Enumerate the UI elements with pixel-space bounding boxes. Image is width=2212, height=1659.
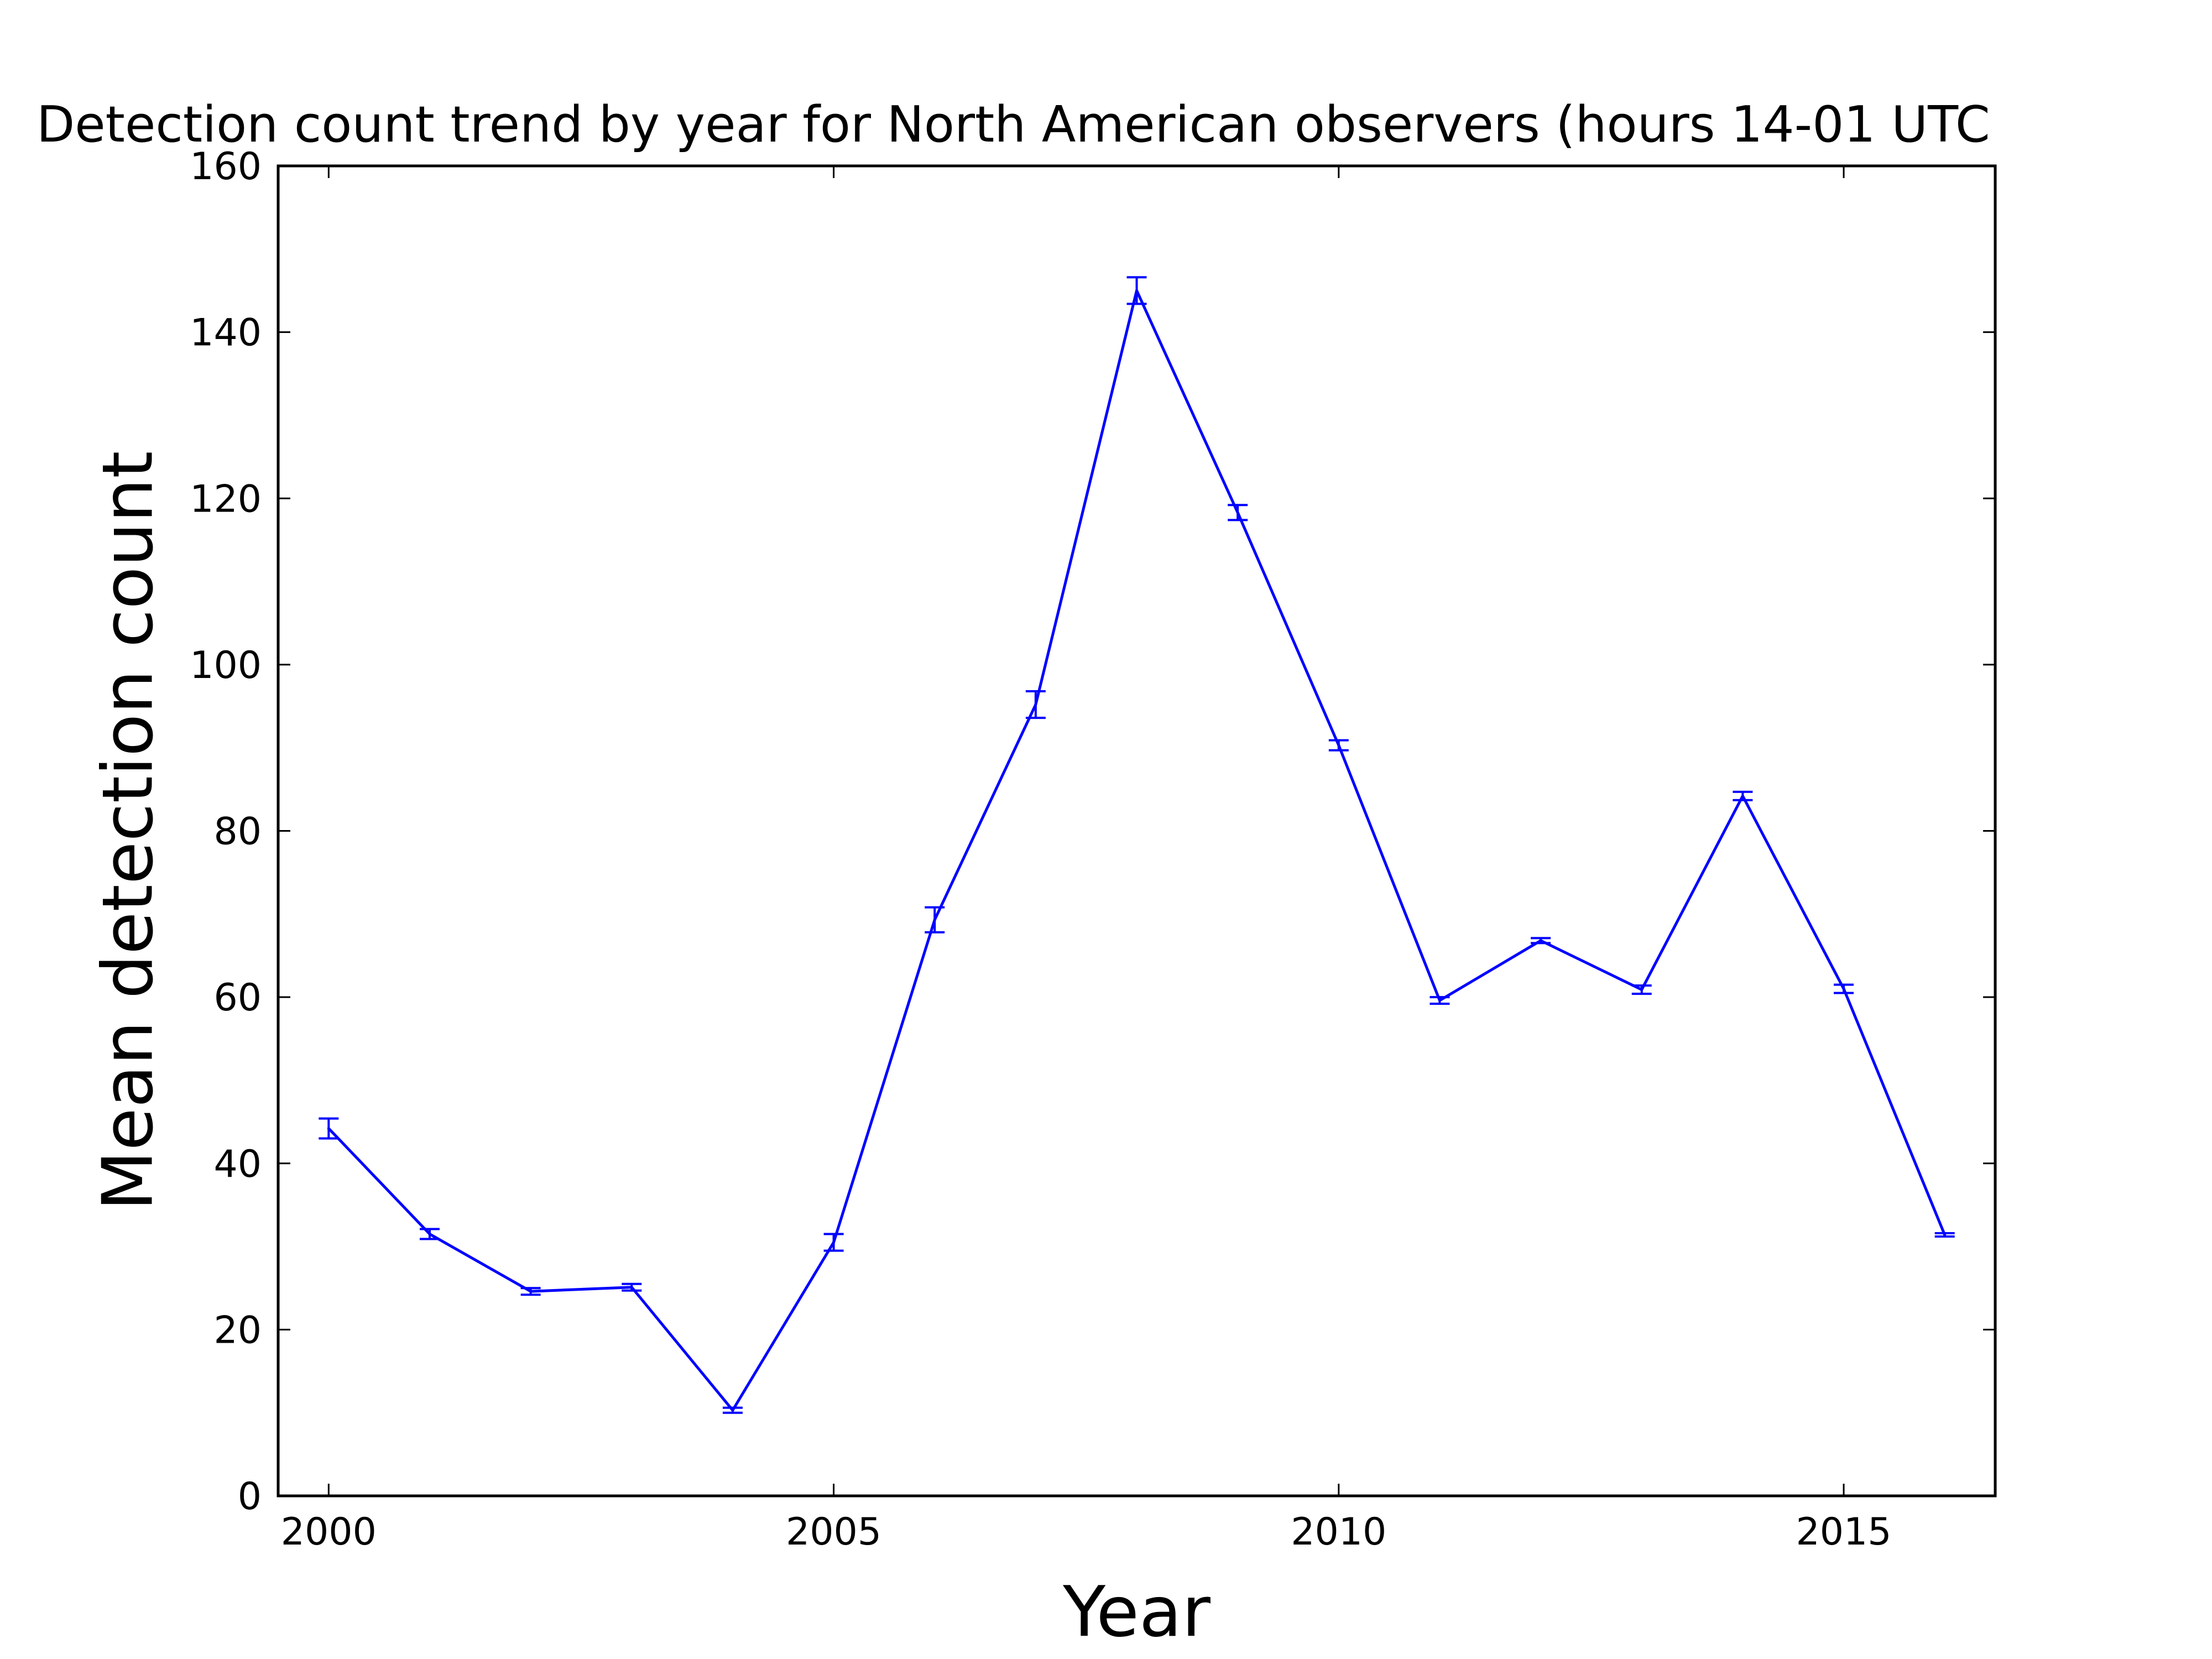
plot-area xyxy=(319,276,1955,1414)
data-point xyxy=(1640,988,1644,992)
error-bar xyxy=(1430,996,1450,1005)
data-point xyxy=(832,1241,836,1244)
axes-frame xyxy=(276,164,1997,1498)
error-bar xyxy=(520,1287,541,1296)
data-point xyxy=(1135,289,1138,292)
error-bar xyxy=(319,1117,339,1140)
x-axis-label: Year xyxy=(1062,1571,1211,1652)
error-bar xyxy=(1531,937,1551,945)
data-point xyxy=(327,1127,330,1130)
data-point xyxy=(1943,1233,1947,1237)
y-tick-label: 0 xyxy=(238,1475,262,1519)
y-axis-label: Mean detection count xyxy=(87,451,169,1211)
data-point xyxy=(428,1233,431,1236)
axis-ticks: 2000 2005 2010 2015 0 20 40 60 80 100 120 140 160 xyxy=(190,145,1995,1554)
data-point xyxy=(1741,794,1744,797)
error-bar xyxy=(823,1233,844,1252)
error-bar xyxy=(419,1228,440,1240)
error-bar xyxy=(722,1406,743,1414)
y-tick-label: 40 xyxy=(213,1142,262,1186)
error-bar xyxy=(1126,276,1147,305)
data-point xyxy=(1539,939,1542,942)
y-tick-label: 60 xyxy=(213,976,262,1020)
data-point xyxy=(1034,703,1037,706)
data-point xyxy=(630,1286,633,1289)
data-point xyxy=(1438,999,1441,1002)
y-tick-label: 20 xyxy=(213,1308,262,1352)
data-point xyxy=(731,1408,734,1412)
error-bar xyxy=(1025,690,1046,719)
error-bar xyxy=(1733,790,1753,801)
error-bar xyxy=(1228,504,1248,521)
data-point xyxy=(1337,744,1340,747)
series-line xyxy=(327,289,1946,1412)
error-bar xyxy=(1631,984,1652,995)
error-bar xyxy=(622,1282,642,1292)
error-bar xyxy=(1834,983,1854,994)
x-tick-label: 2015 xyxy=(1796,1510,1891,1554)
y-tick-label: 120 xyxy=(190,477,262,521)
error-bar xyxy=(925,906,945,933)
error-bar xyxy=(1328,739,1349,752)
x-tick-label: 2000 xyxy=(281,1510,377,1554)
y-tick-label: 140 xyxy=(190,311,262,355)
data-point xyxy=(529,1290,533,1293)
error-bar xyxy=(1934,1232,1955,1238)
data-point xyxy=(1842,987,1845,990)
y-tick-label: 100 xyxy=(190,644,262,687)
x-tick-label: 2005 xyxy=(786,1510,881,1554)
x-tick-label: 2010 xyxy=(1291,1510,1386,1554)
y-tick-label: 80 xyxy=(213,810,262,854)
data-point xyxy=(1236,511,1239,514)
y-tick-label: 160 xyxy=(190,145,262,189)
chart-title: Detection count trend by year for North … xyxy=(36,96,1990,154)
data-point xyxy=(933,918,936,921)
